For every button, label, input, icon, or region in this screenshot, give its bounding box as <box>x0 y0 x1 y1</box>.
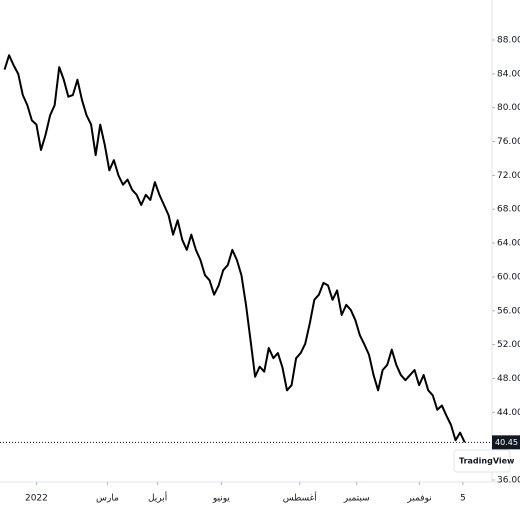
y-tick-label: 72.00 <box>497 171 520 181</box>
y-tick-label: 60.00 <box>497 272 520 282</box>
y-tick-label: 80.00 <box>497 103 520 113</box>
x-tick-label: 2022 <box>25 494 48 504</box>
y-tick-label: 84.00 <box>497 69 520 79</box>
y-tick-label: 52.00 <box>497 340 520 350</box>
y-tick-label: 48.00 <box>497 374 520 384</box>
y-tick-label: 56.00 <box>497 306 520 316</box>
watermark-box <box>453 449 511 473</box>
last-price-label: 40.45 <box>495 438 518 447</box>
price-line <box>3 54 466 443</box>
x-tick-label: نوفمبر <box>406 494 431 504</box>
y-tick-label: 44.00 <box>497 408 520 418</box>
y-tick-label: 36.00 <box>497 476 520 486</box>
watermark-text: TradingView <box>459 457 515 466</box>
y-tick-label: 76.00 <box>497 137 520 147</box>
x-tick-label: مارس <box>96 494 119 504</box>
x-tick-label: أبريل <box>148 492 167 504</box>
y-tick-label: 88.00 <box>497 36 520 46</box>
x-tick-label: سبتمبر <box>343 494 370 504</box>
watermark: TradingView <box>453 449 515 473</box>
x-tick-label: أغسطس <box>283 492 317 504</box>
last-price-box <box>492 435 520 450</box>
y-tick-label: 64.00 <box>497 239 520 249</box>
x-tick-label: يونيو <box>212 494 231 504</box>
y-tick-label: 68.00 <box>497 205 520 215</box>
x-tick-label: 5 <box>460 494 466 504</box>
